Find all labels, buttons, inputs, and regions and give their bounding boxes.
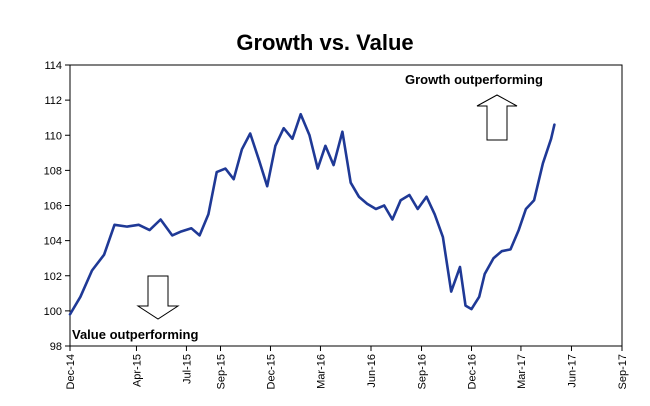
y-tick-label: 108 xyxy=(44,165,62,177)
x-tick-label: Sep-16 xyxy=(417,354,429,389)
y-tick-label: 98 xyxy=(50,341,62,353)
x-tick-label: Apr-15 xyxy=(131,354,143,387)
chart-title: Growth vs. Value xyxy=(236,30,414,55)
x-tick-label: Jun-16 xyxy=(366,354,378,388)
x-tick-label: Dec-16 xyxy=(467,354,479,389)
y-tick-label: 104 xyxy=(44,236,62,248)
annotation-growth: Growth outperforming xyxy=(405,72,543,87)
x-tick-label: Jul-15 xyxy=(181,354,193,384)
x-tick-label: Dec-14 xyxy=(65,354,77,389)
x-tick-label: Sep-17 xyxy=(617,354,629,389)
x-tick-label: Dec-15 xyxy=(265,354,277,389)
arrow-up-icon xyxy=(476,94,518,141)
y-tick-label: 106 xyxy=(44,201,62,213)
series-line xyxy=(68,112,556,316)
x-tick-label: Jun-17 xyxy=(566,354,578,388)
x-tick-label: Sep-15 xyxy=(215,354,227,389)
x-tick-label: Mar-17 xyxy=(516,354,528,389)
y-tick-label: 100 xyxy=(44,306,62,318)
arrow-down-icon xyxy=(136,275,180,320)
y-tick-label: 102 xyxy=(44,271,62,283)
annotation-value: Value outperforming xyxy=(72,327,198,342)
y-tick-label: 112 xyxy=(44,95,62,107)
x-tick-label: Mar-16 xyxy=(315,354,327,389)
y-tick-label: 114 xyxy=(44,60,62,72)
y-tick-label: 110 xyxy=(44,130,62,142)
